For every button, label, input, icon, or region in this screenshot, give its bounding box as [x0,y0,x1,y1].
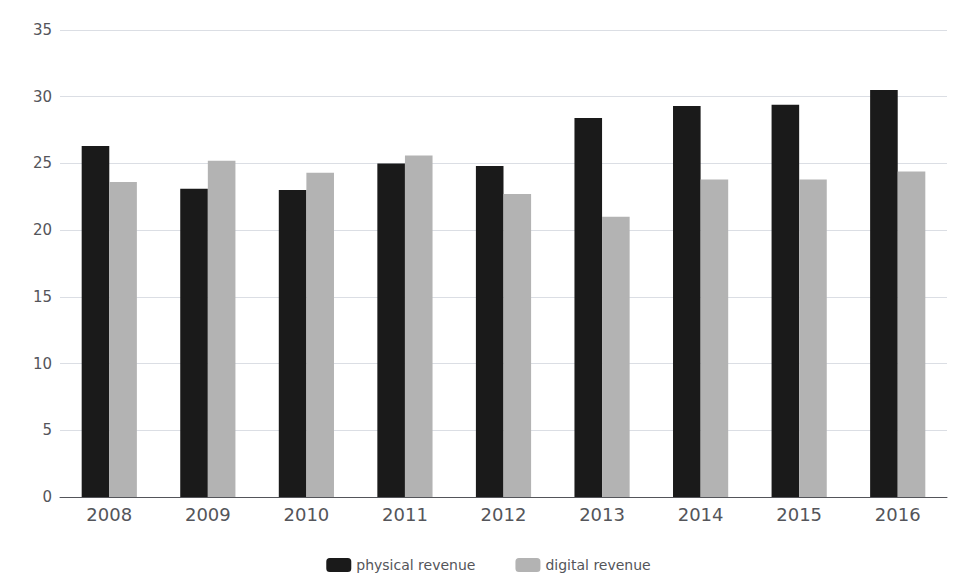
svg-text:2008: 2008 [86,504,132,525]
svg-text:0: 0 [42,488,52,506]
svg-text:15: 15 [33,288,52,306]
svg-text:5: 5 [42,421,52,439]
svg-text:2010: 2010 [283,504,329,525]
svg-text:35: 35 [33,21,52,39]
svg-text:2016: 2016 [875,504,921,525]
svg-text:25: 25 [33,154,52,172]
svg-text:physical revenue: physical revenue [356,557,475,573]
svg-text:2013: 2013 [579,504,625,525]
svg-text:2014: 2014 [678,504,724,525]
svg-text:10: 10 [33,355,52,373]
svg-text:2012: 2012 [481,504,527,525]
svg-text:2015: 2015 [776,504,822,525]
svg-text:30: 30 [33,88,52,106]
svg-text:2009: 2009 [185,504,231,525]
svg-text:2011: 2011 [382,504,428,525]
svg-text:20: 20 [33,221,52,239]
svg-text:digital revenue: digital revenue [545,557,650,573]
